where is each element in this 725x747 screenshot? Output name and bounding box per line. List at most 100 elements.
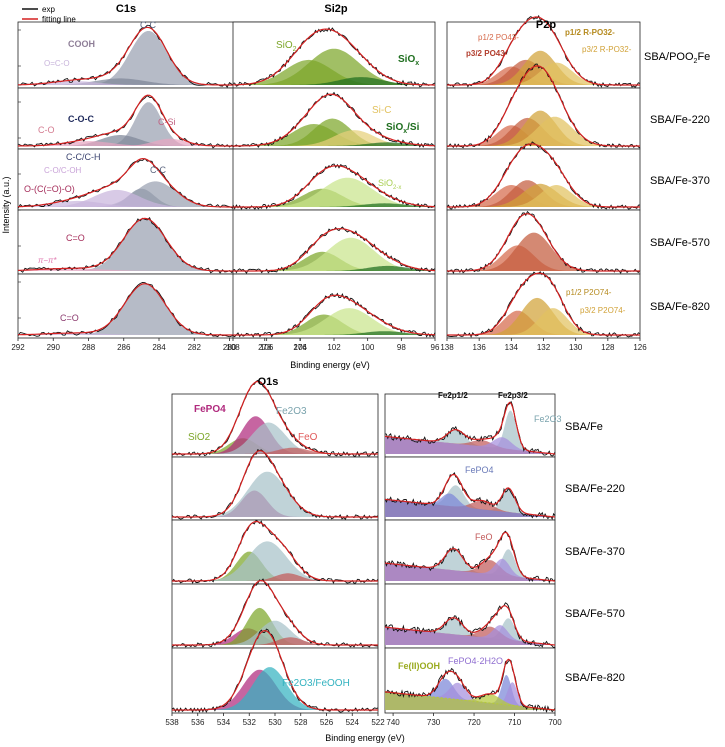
tick-label-c1s-1: 290 [47,343,61,352]
peak-si2p-0-2 [233,77,435,85]
row-label-bottom-2: SBA/Fe-370 [565,546,625,558]
lbl-fe-2p32: Fe2p3/2 [498,391,528,400]
lbl-p-po4-32: p3/2 PO43- [466,49,508,58]
panel-p2p: 138 136 134 132 130 128 126 [440,14,647,352]
lbl-c1s-cooh: COOH [68,39,95,49]
panel-o1s-row-1 [171,448,379,521]
tick-label-o1s-5: 528 [294,718,308,727]
peak-o1s-2-2 [172,573,378,581]
row-label-bottom-0: SBA/Fe [565,421,603,433]
lbl-c1s-csi: C-Si [158,117,176,127]
peak-c1s-3-0 [18,218,300,271]
tick-label-si2p-5: 98 [397,343,406,352]
legend-exp-label: exp [42,5,55,14]
peak-c1s-3-1 [18,268,300,271]
lbl-p-rpo3-12: p1/2 R-PO32- [565,28,615,37]
lbl-p-rpo3-32: p3/2 R-PO32- [582,45,632,54]
peak-p2p-2-0 [447,185,640,207]
panel-si2p-row-4 [232,273,436,339]
row-label-top-3: SBA/Fe-570 [650,237,710,249]
tick-label-si2p-2: 104 [294,343,308,352]
exp-fe2p-4 [384,659,556,713]
exp-si2p-2 [232,163,436,210]
fit-fe2p-3 [384,605,556,646]
fit-fe2p-4 [384,658,556,711]
tick-label-c1s-4: 284 [152,343,166,352]
tick-label-c1s-8: 276 [293,343,307,352]
lbl-fe-feo: FeO [475,532,493,542]
fit-p2p-0 [447,16,640,86]
fit-fe2p-0 [384,401,556,455]
panel-o1s-row-2 [171,519,379,585]
panel-si2p-row-0 [232,21,436,89]
tick-label-p2p-5: 128 [601,343,615,352]
peak-o1s-0-0 [172,438,378,454]
title-si2p: Si2p [324,3,348,15]
lbl-fe-fepo42h2o: FePO4·2H2O [448,656,503,666]
lbl-fe-fe2o3: Fe2O3 [534,414,562,424]
panel-p2p-row-4 [446,271,641,339]
peak-c1s-1-0 [18,102,300,146]
panel-si2p: 108 106 104 102 100 98 96 [226,21,440,352]
peak-si2p-1-2 [233,130,435,146]
peak-fe2p-1-3 [385,493,555,517]
row-label-top-0-post: Fe [697,51,710,63]
peak-c1s-2-3 [18,200,300,207]
lbl-c1s-pipi: π−π* [38,256,57,265]
lbl-fe-fepo4: FePO4 [465,465,494,475]
y-axis-label: Intensity (a.u.) [1,176,11,233]
peak-p2p-0-3 [447,62,640,85]
peak-fe2p-2-3 [385,558,555,581]
row-label-bottom-3: SBA/Fe-570 [565,608,625,620]
peak-si2p-3-2 [233,265,435,271]
peak-o1s-2-1 [172,541,378,581]
tick-label-si2p-3: 102 [327,343,341,352]
exp-fe2p-3 [384,602,556,649]
tick-label-o1s-1: 536 [191,718,205,727]
peak-si2p-4-1 [233,308,435,335]
exp-si2p-4 [232,292,436,338]
fit-p2p-2 [447,143,640,208]
fit-o1s-3 [172,579,378,646]
x-axis-label-top: Binding energy (eV) [290,360,370,370]
row-label-bottom-1: SBA/Fe-220 [565,483,625,495]
tick-label-c1s-7: 278 [258,343,272,352]
row-label-top-2: SBA/Fe-370 [650,175,710,187]
tick-label-o1s-2: 534 [217,718,231,727]
peak-si2p-1-3 [233,142,435,146]
fit-fe2p-1 [384,473,556,518]
peak-p2p-3-0 [447,245,640,271]
panel-si2p-row-1 [232,87,436,150]
tick-label-o1s-4: 530 [268,718,282,727]
peak-o1s-0-2 [172,422,378,454]
tick-label-p2p-3: 132 [537,343,551,352]
fit-si2p-0 [233,28,435,86]
lbl-c1s-co-r3: C=O [66,233,85,243]
lbl-c1s-oco: O=C-O [44,59,70,68]
tick-label-c1s-2: 288 [82,343,96,352]
panel-p2p-row-1 [446,63,641,150]
lbl-si-sioxsi: SiOx/Si [386,122,420,135]
tick-label-c1s-5: 282 [188,343,202,352]
x-axis-label-bottom: Binding energy (eV) [325,733,405,743]
tick-label-c1s-0: 292 [11,343,25,352]
peak-c1s-4-0 [18,283,300,335]
row-label-bottom-4: SBA/Fe-820 [565,672,625,684]
lbl-c1s-cch: C-C/C-H [66,152,101,162]
peak-c1s-0-2 [18,81,300,85]
lbl-c1s-co-r4: C=O [60,313,79,323]
lbl-o-feo: FeO [298,432,318,443]
lbl-c1s-cooh2: C-O/C-OH [44,166,82,175]
peak-p2p-3-1 [447,232,640,271]
panel-fe2p-row-2 [384,519,556,585]
fit-o1s-0 [172,380,378,455]
lbl-si-sio2x: SiO2-x [378,178,401,191]
peak-o1s-4-1 [172,667,378,710]
peak-c1s-2-1 [18,181,300,207]
row-label-top-0: SBA/POO2Fe [644,51,710,65]
peak-p2p-4-2 [447,308,640,335]
lbl-o-feooh: Fe2O3/FeOOH [282,678,350,689]
tick-label-o1s-0: 538 [165,718,179,727]
lbl-c1s-occo: O-(C(=O)-O) [24,184,75,194]
